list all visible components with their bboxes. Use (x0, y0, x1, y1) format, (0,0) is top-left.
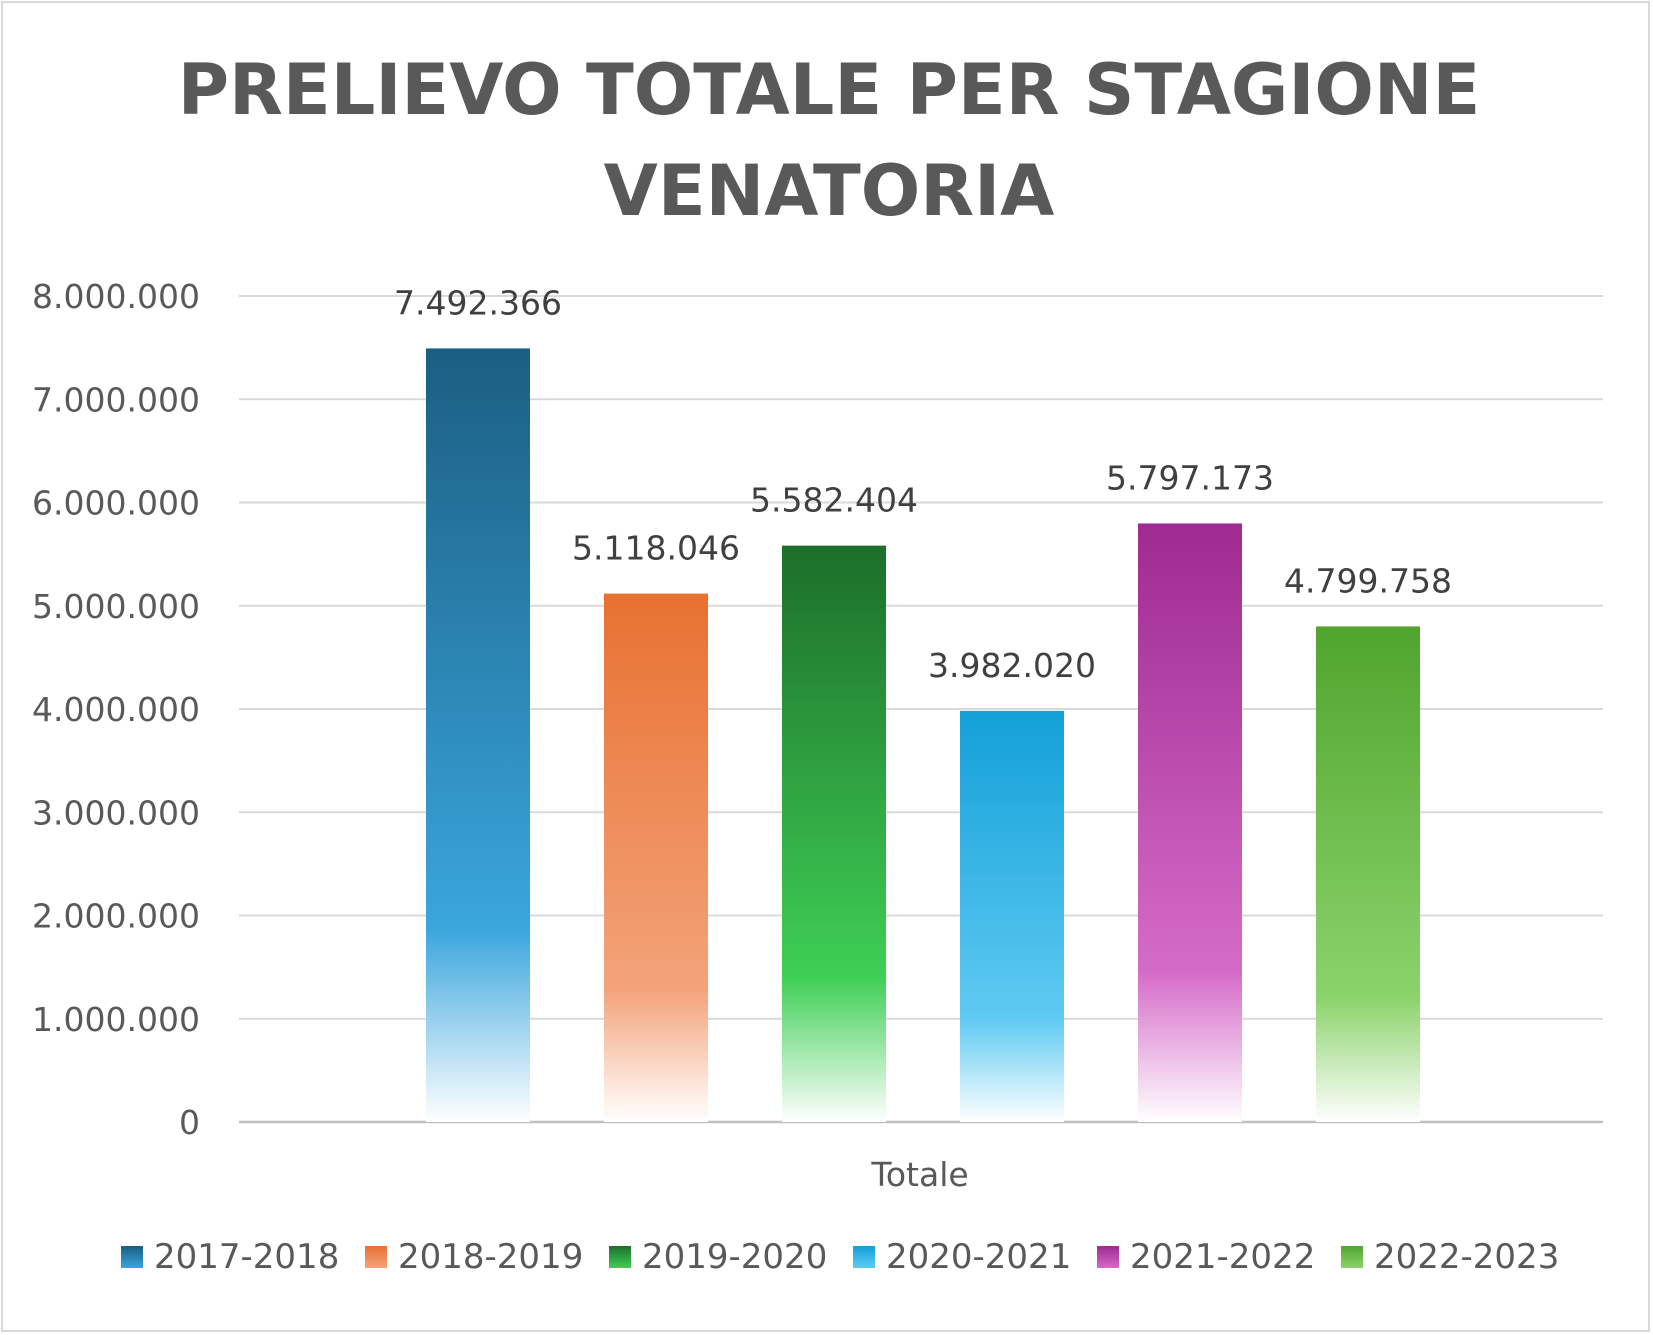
legend-swatch-2018-2019 (365, 1246, 387, 1268)
y-tick-label: 2.000.000 (32, 897, 200, 936)
y-tick-label: 5.000.000 (32, 587, 200, 626)
legend-label-2021-2022: 2021-2022 (1130, 1237, 1315, 1277)
y-tick-label: 4.000.000 (32, 690, 200, 729)
y-tick-label: 1.000.000 (32, 1000, 200, 1039)
data-label-2019-2020: 5.582.404 (750, 481, 918, 520)
legend-label-2020-2021: 2020-2021 (886, 1237, 1071, 1277)
y-tick-label: 6.000.000 (32, 484, 200, 523)
legend-label-2018-2019: 2018-2019 (398, 1237, 583, 1277)
y-tick-label: 7.000.000 (32, 380, 200, 419)
bar-2020-2021 (960, 710, 1064, 1122)
bar-2017-2018 (426, 348, 530, 1122)
data-label-2018-2019: 5.118.046 (572, 529, 740, 568)
y-tick-label: 0 (179, 1103, 200, 1142)
legend-swatch-2017-2018 (121, 1246, 143, 1268)
y-axis-ticks: 0 1.000.000 2.000.000 3.000.000 4.000.000 5.0… (32, 277, 200, 1142)
bar-2018-2019 (604, 593, 708, 1122)
y-tick-label: 8.000.000 (32, 277, 200, 316)
data-label-2017-2018: 7.492.366 (394, 283, 562, 322)
legend-swatch-2020-2021 (853, 1246, 875, 1268)
data-label-2021-2022: 5.797.173 (1106, 458, 1274, 497)
data-label-2022-2023: 4.799.758 (1284, 561, 1452, 600)
bar-2022-2023 (1316, 626, 1420, 1122)
x-axis-category-label: Totale (870, 1155, 968, 1194)
chart-title-line-2: VENATORIA (604, 150, 1055, 232)
legend-label-2022-2023: 2022-2023 (1374, 1237, 1559, 1277)
chart-title-line-1: PRELIEVO TOTALE PER STAGIONE (178, 49, 1481, 131)
bars (426, 348, 1420, 1122)
bar-2019-2020 (782, 545, 886, 1122)
legend-label-2017-2018: 2017-2018 (154, 1237, 339, 1277)
legend-swatch-2021-2022 (1097, 1246, 1119, 1268)
chart-canvas: PRELIEVO TOTALE PER STAGIONE VENATORIA 0… (32, 49, 1603, 1277)
chart-title: PRELIEVO TOTALE PER STAGIONE VENATORIA (178, 49, 1481, 232)
y-tick-label: 3.000.000 (32, 793, 200, 832)
data-label-2020-2021: 3.982.020 (928, 646, 1096, 685)
legend-swatch-2022-2023 (1341, 1246, 1363, 1268)
legend-label-2019-2020: 2019-2020 (642, 1237, 827, 1277)
legend-swatch-2019-2020 (609, 1246, 631, 1268)
bar-2021-2022 (1138, 523, 1242, 1122)
legend: 2017-2018 2018-2019 2019-2020 2020-2021 2021… (121, 1237, 1559, 1277)
data-labels: 7.492.366 5.118.046 5.582.404 3.982.020 5.79… (394, 283, 1452, 684)
